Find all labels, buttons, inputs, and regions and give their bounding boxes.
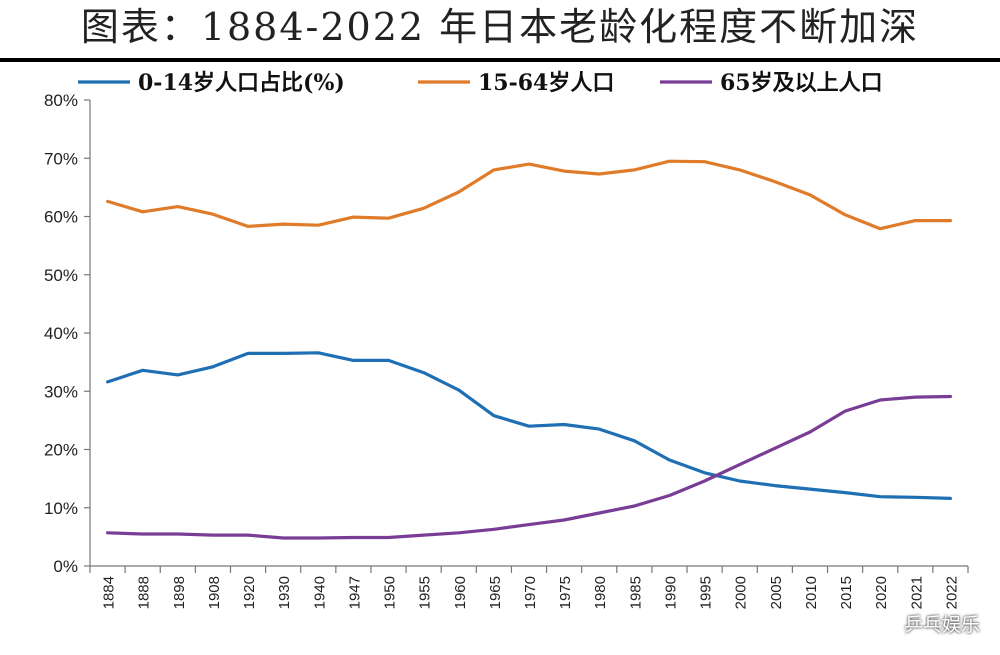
- series-lines: [106, 159, 952, 540]
- x-tick-label: 2000: [733, 576, 750, 609]
- series-line-3: [106, 394, 952, 540]
- series-line-1: [106, 351, 952, 500]
- y-tick-label: 50%: [44, 266, 78, 285]
- legend-label-1: 0-14岁人口占比(%): [138, 70, 345, 96]
- x-tick-label: 1995: [698, 576, 715, 609]
- x-tick-label: 1950: [382, 576, 399, 609]
- x-tick-label: 2021: [908, 576, 925, 609]
- series-line-2: [106, 159, 952, 231]
- x-tick-label: 1908: [206, 576, 223, 609]
- x-tick-label: 1940: [311, 576, 328, 609]
- x-tick-label: 2005: [768, 576, 785, 609]
- y-tick-label: 70%: [44, 149, 78, 168]
- x-axis: 1884 1888 1898 1908 1920 1930 1940 1947 1950 1955…: [89, 565, 969, 609]
- x-tick-label: 1920: [241, 576, 258, 609]
- y-tick-label: 0%: [53, 557, 78, 576]
- x-tick-label: 1898: [171, 576, 188, 609]
- y-tick-label: 40%: [44, 324, 78, 343]
- watermark: 乒乓娱乐: [903, 614, 980, 636]
- x-tick-label: 2022: [943, 576, 960, 609]
- x-tick-label: 1930: [276, 576, 293, 609]
- x-tick-label: 1970: [522, 576, 539, 609]
- x-tick-label: 1975: [557, 576, 574, 609]
- x-tick-label: 1965: [487, 576, 504, 609]
- y-tick-label: 60%: [44, 208, 78, 227]
- y-axis: 0% 10% 20% 30% 40% 50% 60% 70% 80%: [44, 91, 91, 576]
- x-tick-label: 2010: [803, 576, 820, 609]
- y-tick-label: 80%: [44, 91, 78, 110]
- x-tick-label: 1947: [346, 576, 363, 609]
- x-tick-label: 1985: [627, 576, 644, 609]
- x-tick-label: 2020: [873, 576, 890, 609]
- x-tick-label: 2015: [838, 576, 855, 609]
- x-tick-label: 1980: [592, 576, 609, 609]
- y-tick-label: 30%: [44, 382, 78, 401]
- x-tick-label: 1884: [101, 576, 118, 609]
- legend: 0-14岁人口占比(%) 15-64岁人口 65岁及以上人口: [78, 70, 883, 96]
- x-tick-label: 1955: [417, 576, 434, 609]
- legend-label-3: 65岁及以上人口: [720, 70, 883, 96]
- y-tick-label: 20%: [44, 441, 78, 460]
- title-rule: [0, 58, 1000, 62]
- y-tick-label: 10%: [44, 499, 78, 518]
- chart-title: 图表：1884-2022 年日本老龄化程度不断加深: [80, 5, 920, 49]
- x-tick-label: 1888: [136, 576, 153, 609]
- line-chart: 0-14岁人口占比(%) 15-64岁人口 65岁及以上人口 0% 10% 20% 30%…: [44, 70, 969, 609]
- x-tick-label: 1990: [662, 576, 679, 609]
- legend-label-2: 15-64岁人口: [478, 70, 614, 96]
- x-tick-label: 1960: [452, 576, 469, 609]
